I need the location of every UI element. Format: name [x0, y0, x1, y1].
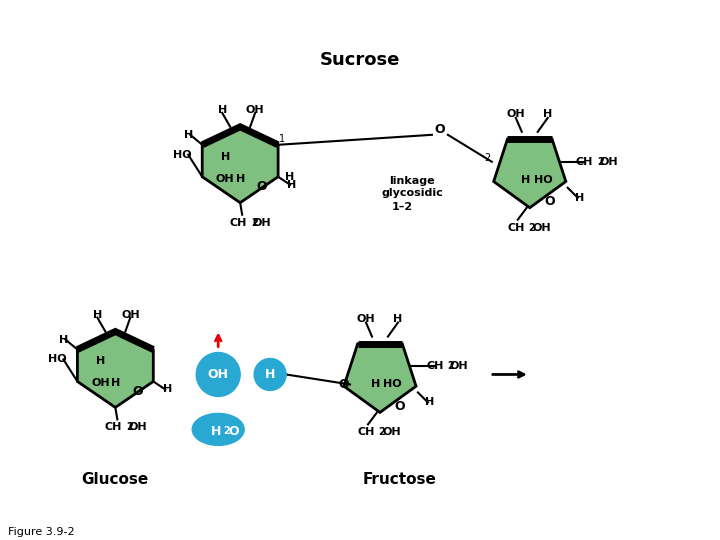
Text: H: H	[543, 109, 552, 119]
Text: CH: CH	[104, 422, 122, 433]
Text: OH: OH	[216, 174, 235, 184]
Text: OH: OH	[449, 361, 468, 372]
Text: O: O	[395, 400, 405, 413]
Text: OH: OH	[382, 427, 401, 437]
Text: 2: 2	[126, 422, 132, 433]
Text: H: H	[521, 175, 531, 185]
Text: Sucrose: Sucrose	[320, 51, 400, 69]
Text: OH: OH	[91, 379, 109, 388]
Text: OH: OH	[207, 368, 229, 381]
Text: 2: 2	[448, 361, 454, 372]
Text: CH: CH	[507, 222, 524, 233]
Text: Glucose: Glucose	[81, 472, 149, 487]
Text: O: O	[544, 195, 555, 208]
Text: H: H	[235, 174, 245, 184]
Text: OH: OH	[253, 218, 271, 228]
Text: CH: CH	[230, 218, 247, 228]
Text: H: H	[184, 130, 193, 140]
Text: 2: 2	[251, 218, 258, 228]
Text: CH: CH	[576, 157, 593, 167]
Polygon shape	[494, 139, 566, 208]
Text: H: H	[372, 380, 381, 389]
Text: O: O	[435, 123, 445, 136]
Text: OH: OH	[128, 422, 147, 433]
Text: OH: OH	[356, 314, 375, 323]
Text: H: H	[217, 105, 227, 115]
Text: OH: OH	[532, 222, 551, 233]
Text: O: O	[257, 180, 267, 193]
Text: H: H	[220, 152, 230, 162]
Text: HO: HO	[534, 175, 553, 185]
Polygon shape	[344, 344, 416, 413]
Text: H: H	[163, 384, 172, 394]
Text: Figure 3.9-2: Figure 3.9-2	[9, 527, 75, 537]
Text: 1: 1	[279, 134, 285, 144]
Text: O: O	[229, 425, 240, 438]
Polygon shape	[77, 332, 153, 407]
Circle shape	[254, 359, 286, 390]
Ellipse shape	[192, 414, 244, 445]
Text: CH: CH	[426, 361, 444, 372]
Text: HO: HO	[173, 150, 192, 160]
Text: OH: OH	[506, 109, 525, 119]
Text: O: O	[132, 385, 143, 398]
Text: OH: OH	[121, 309, 140, 320]
Polygon shape	[202, 127, 278, 202]
Text: 2: 2	[528, 222, 535, 233]
Text: H: H	[111, 379, 120, 388]
Text: H: H	[59, 334, 68, 345]
Text: 2: 2	[222, 427, 230, 436]
Circle shape	[197, 353, 240, 396]
Text: H: H	[287, 180, 297, 190]
Text: 1–2: 1–2	[392, 202, 413, 212]
Text: H: H	[575, 193, 585, 202]
Text: linkage: linkage	[389, 176, 435, 186]
Text: HO: HO	[48, 354, 67, 364]
Text: 2: 2	[485, 153, 491, 163]
Text: glycosidic: glycosidic	[381, 188, 443, 198]
Text: H: H	[393, 314, 402, 323]
Text: OH: OH	[599, 157, 618, 167]
Text: O: O	[338, 378, 349, 391]
Text: HO: HO	[382, 380, 401, 389]
Text: OH: OH	[246, 105, 264, 115]
Text: H: H	[426, 397, 435, 408]
Text: H: H	[211, 425, 221, 438]
Text: H: H	[265, 368, 275, 381]
Text: 2: 2	[598, 157, 604, 167]
Text: 2: 2	[379, 427, 385, 437]
Text: H: H	[285, 172, 294, 182]
Text: Fructose: Fructose	[363, 472, 437, 487]
Text: H: H	[93, 309, 102, 320]
Text: CH: CH	[357, 427, 374, 437]
Text: H: H	[96, 356, 105, 367]
